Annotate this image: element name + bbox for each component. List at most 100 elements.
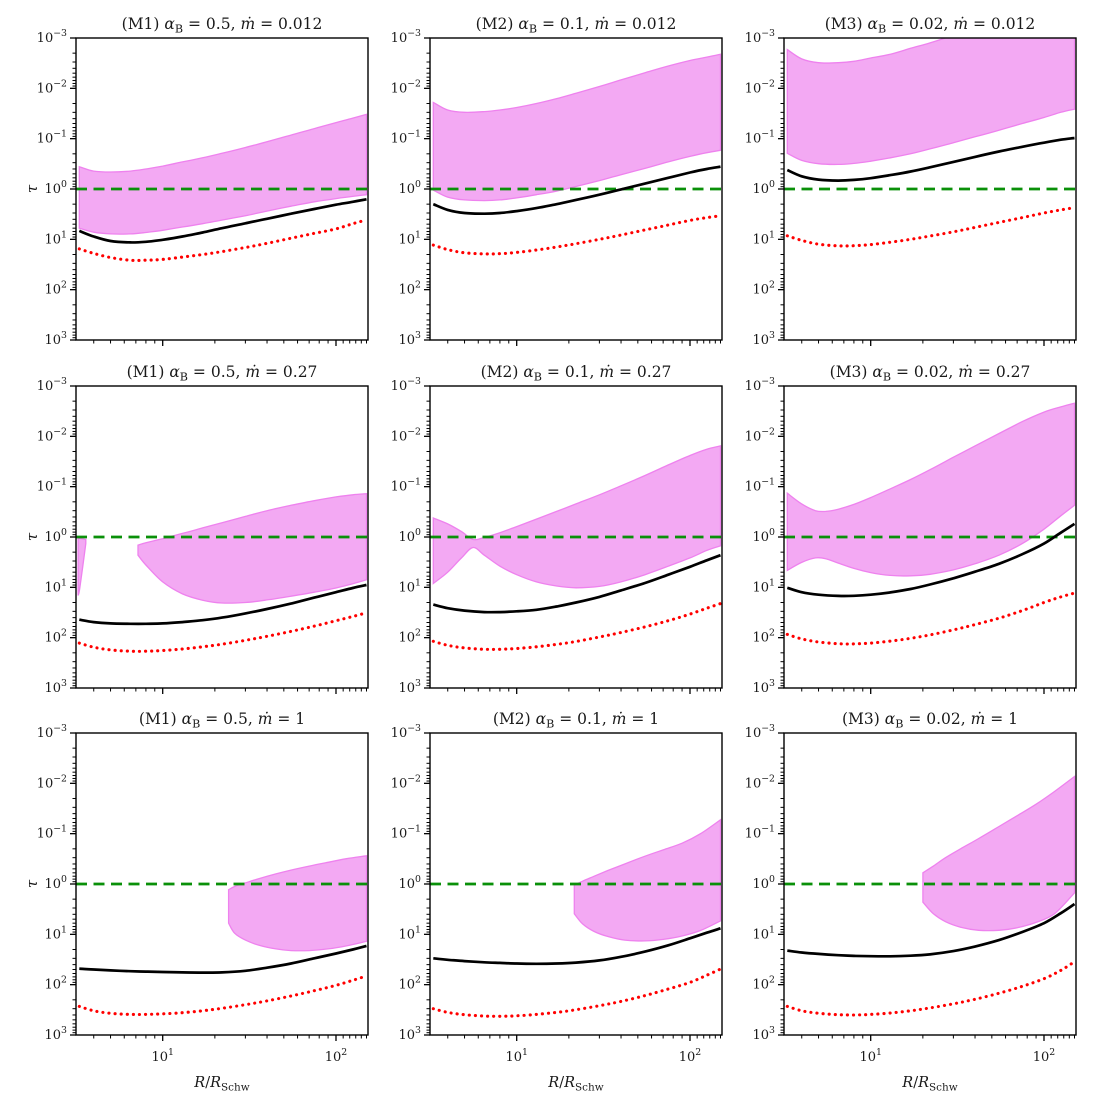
y-tick-label: 102	[753, 280, 776, 298]
y-tick-label: 100	[753, 874, 776, 892]
y-tick-label: 10−3	[745, 376, 775, 394]
red-dotted-curve	[785, 960, 1076, 1017]
scattering-band-region	[227, 855, 368, 952]
y-tick-label: 103	[753, 330, 776, 348]
panel-m3-mdot-0012: 10−3 10−2 10−1 100 101 102 103 (M3) αB = 0.02, …	[745, 15, 1077, 348]
scattering-band-region	[432, 53, 722, 202]
y-tick-label: 102	[399, 280, 422, 298]
y-tick-label: 102	[753, 628, 776, 646]
plot-area	[430, 818, 722, 1018]
y-tick-label: 10−1	[745, 477, 775, 495]
y-tick-label: 10−2	[391, 78, 421, 96]
y-tick-label: 10−3	[37, 723, 67, 741]
y-tick-label: 10−1	[391, 824, 421, 842]
panel-m3-mdot-027: 10−3 10−2 10−1 100 101 102 103 (M3) αB = 0.02, …	[745, 363, 1077, 696]
panel-title: (M2) αB = 0.1, ṁ = 1	[493, 710, 659, 731]
y-axis-label: τ	[23, 532, 41, 541]
y-tick-label: 10−1	[37, 824, 67, 842]
y-tick-label: 100	[45, 179, 68, 197]
scattering-band-region	[77, 537, 87, 596]
black-solid-curve	[787, 902, 1076, 958]
red-dotted-curve	[431, 967, 722, 1018]
x-tick-label: 102	[1033, 1047, 1056, 1065]
plot-area	[430, 445, 722, 651]
y-tick-label: 101	[399, 229, 422, 247]
y-tick-label: 100	[399, 874, 422, 892]
red-dotted-curve	[77, 611, 368, 653]
x-axis-label: R/RSchw	[901, 1075, 957, 1094]
black-solid-curve	[78, 197, 367, 244]
x-tick-label: 101	[859, 1047, 882, 1065]
panel-title: (M3) αB = 0.02, ṁ = 0.012	[825, 15, 1036, 36]
y-tick-label: 100	[45, 527, 68, 545]
black-solid-curve	[79, 944, 367, 974]
y-tick-label: 102	[753, 975, 776, 993]
y-tick-label: 103	[45, 678, 68, 696]
plot-area	[430, 53, 722, 256]
y-tick-label: 101	[399, 577, 422, 595]
panel-m1-mdot-1: 10−3 10−2 10−1 100 101 102 103 101 102 (M1) αB = …	[23, 710, 369, 1094]
black-solid-curve	[786, 136, 1075, 182]
panel-title: (M1) αB = 0.5, ṁ = 1	[139, 710, 305, 731]
panel-m1-mdot-027: 10−3 10−2 10−1 100 101 102 103 (M1) αB = 0.5, ṁ…	[23, 363, 369, 696]
black-solid-curve	[786, 522, 1076, 598]
panel-title: (M2) αB = 0.1, ṁ = 0.012	[476, 15, 677, 36]
red-dotted-curve	[785, 591, 1076, 646]
y-tick-label: 103	[753, 1025, 776, 1043]
scattering-band-region	[786, 402, 1076, 577]
plot-area	[76, 113, 368, 263]
y-tick-label: 10−3	[37, 28, 67, 46]
y-tick-label: 100	[45, 874, 68, 892]
y-tick-label: 101	[399, 924, 422, 942]
y-tick-label: 10−1	[391, 477, 421, 495]
panel-title: (M2) αB = 0.1, ṁ = 0.27	[481, 363, 672, 384]
y-tick-label: 101	[45, 229, 68, 247]
y-tick-label: 100	[753, 179, 776, 197]
black-solid-curve	[433, 927, 721, 966]
y-tick-label: 102	[45, 628, 68, 646]
y-tick-label: 10−3	[391, 376, 421, 394]
y-tick-label: 10−2	[391, 773, 421, 791]
scattering-band-region	[786, 38, 1076, 166]
black-solid-curve	[79, 583, 367, 626]
y-tick-label: 10−1	[745, 129, 775, 147]
panel-title: (M1) αB = 0.5, ṁ = 0.012	[122, 15, 323, 36]
plot-area	[784, 775, 1076, 1017]
black-solid-curve	[432, 165, 721, 216]
y-tick-label: 101	[753, 577, 776, 595]
y-axis-label: τ	[23, 184, 41, 193]
plot-area	[76, 855, 368, 1017]
y-tick-label: 100	[399, 527, 422, 545]
y-tick-label: 10−2	[745, 426, 775, 444]
y-tick-label: 10−2	[37, 426, 67, 444]
scattering-band-region	[78, 113, 368, 235]
y-tick-label: 101	[45, 924, 68, 942]
scattering-band-region	[922, 775, 1076, 932]
panel-m1-mdot-0012: 10−3 10−2 10−1 100 101 102 103 (M1) αB = 0.5, ṁ…	[23, 15, 369, 348]
plot-area	[76, 492, 368, 653]
panel-title: (M3) αB = 0.02, ṁ = 0.27	[830, 363, 1031, 384]
y-tick-label: 103	[399, 678, 422, 696]
scattering-band-region	[432, 445, 722, 589]
scattering-band-region	[573, 818, 722, 942]
red-dotted-curve	[431, 214, 722, 256]
y-tick-label: 10−1	[391, 129, 421, 147]
y-tick-label: 101	[753, 229, 776, 247]
y-tick-label: 101	[45, 577, 68, 595]
y-tick-label: 10−3	[745, 723, 775, 741]
plot-area	[784, 38, 1076, 248]
y-tick-label: 10−3	[37, 376, 67, 394]
panel-title: (M3) αB = 0.02, ṁ = 1	[842, 710, 1018, 731]
plot-area	[784, 402, 1076, 646]
x-axis-label: R/RSchw	[193, 1075, 249, 1094]
y-tick-label: 100	[753, 527, 776, 545]
y-tick-label: 103	[753, 678, 776, 696]
y-tick-label: 102	[45, 975, 68, 993]
panel-m2-mdot-0012: 10−3 10−2 10−1 100 101 102 103 (M2) αB = 0.1, ṁ…	[391, 15, 723, 348]
panel-m2-mdot-027: 10−3 10−2 10−1 100 101 102 103 (M2) αB = 0.1, ṁ…	[391, 363, 723, 696]
black-solid-curve	[432, 553, 721, 614]
x-tick-label: 102	[325, 1047, 348, 1065]
y-tick-label: 10−1	[745, 824, 775, 842]
panel-title: (M1) αB = 0.5, ṁ = 0.27	[127, 363, 318, 384]
